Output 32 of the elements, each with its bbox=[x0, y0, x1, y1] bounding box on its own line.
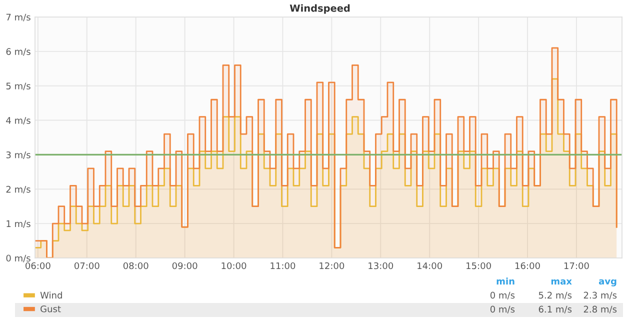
x-tick-label: 10:00 bbox=[222, 262, 246, 270]
x-tick-label: 08:00 bbox=[123, 262, 148, 270]
x-tick-label: 12:00 bbox=[320, 262, 344, 270]
text: 0 m/s bbox=[490, 292, 515, 300]
legend-label: Gust bbox=[40, 305, 61, 312]
x-tick-label: 07:00 bbox=[74, 262, 100, 270]
x-tick-label: 13:00 bbox=[368, 262, 394, 270]
text: 2.8 m/s bbox=[584, 306, 617, 314]
x-tick-label: 16:00 bbox=[515, 262, 540, 270]
text: max bbox=[551, 279, 572, 285]
y-tick-label: 2 m/s bbox=[6, 186, 30, 194]
y-tick-label: 5 m/s bbox=[6, 82, 30, 90]
x-tick-label: 14:00 bbox=[418, 262, 442, 270]
y-tick-label: 3 m/s bbox=[6, 151, 30, 159]
legend-label: Wind bbox=[40, 292, 62, 299]
text: 0 m/s bbox=[490, 306, 515, 314]
y-tick-label: 4 m/s bbox=[6, 117, 30, 125]
x-tick-label: 11:00 bbox=[270, 262, 296, 270]
x-tick-label: 17:00 bbox=[564, 262, 589, 270]
text: 2.3 m/s bbox=[584, 292, 617, 300]
y-tick-label: 7 m/s bbox=[6, 14, 30, 22]
text: avg bbox=[598, 279, 616, 286]
y-tick-label: 0 m/s bbox=[6, 254, 30, 262]
text: min bbox=[496, 278, 514, 284]
text: 6.1 m/s bbox=[538, 306, 572, 314]
text: 5.2 m/s bbox=[538, 292, 572, 300]
y-tick-label: 1 m/s bbox=[6, 220, 30, 228]
y-tick-label: 6 m/s bbox=[6, 48, 30, 56]
x-tick-label: 15:00 bbox=[466, 262, 491, 270]
chart-title: Windspeed bbox=[290, 4, 350, 14]
x-tick-label: 06:00 bbox=[26, 262, 50, 270]
x-tick-label: 09:00 bbox=[172, 262, 198, 270]
